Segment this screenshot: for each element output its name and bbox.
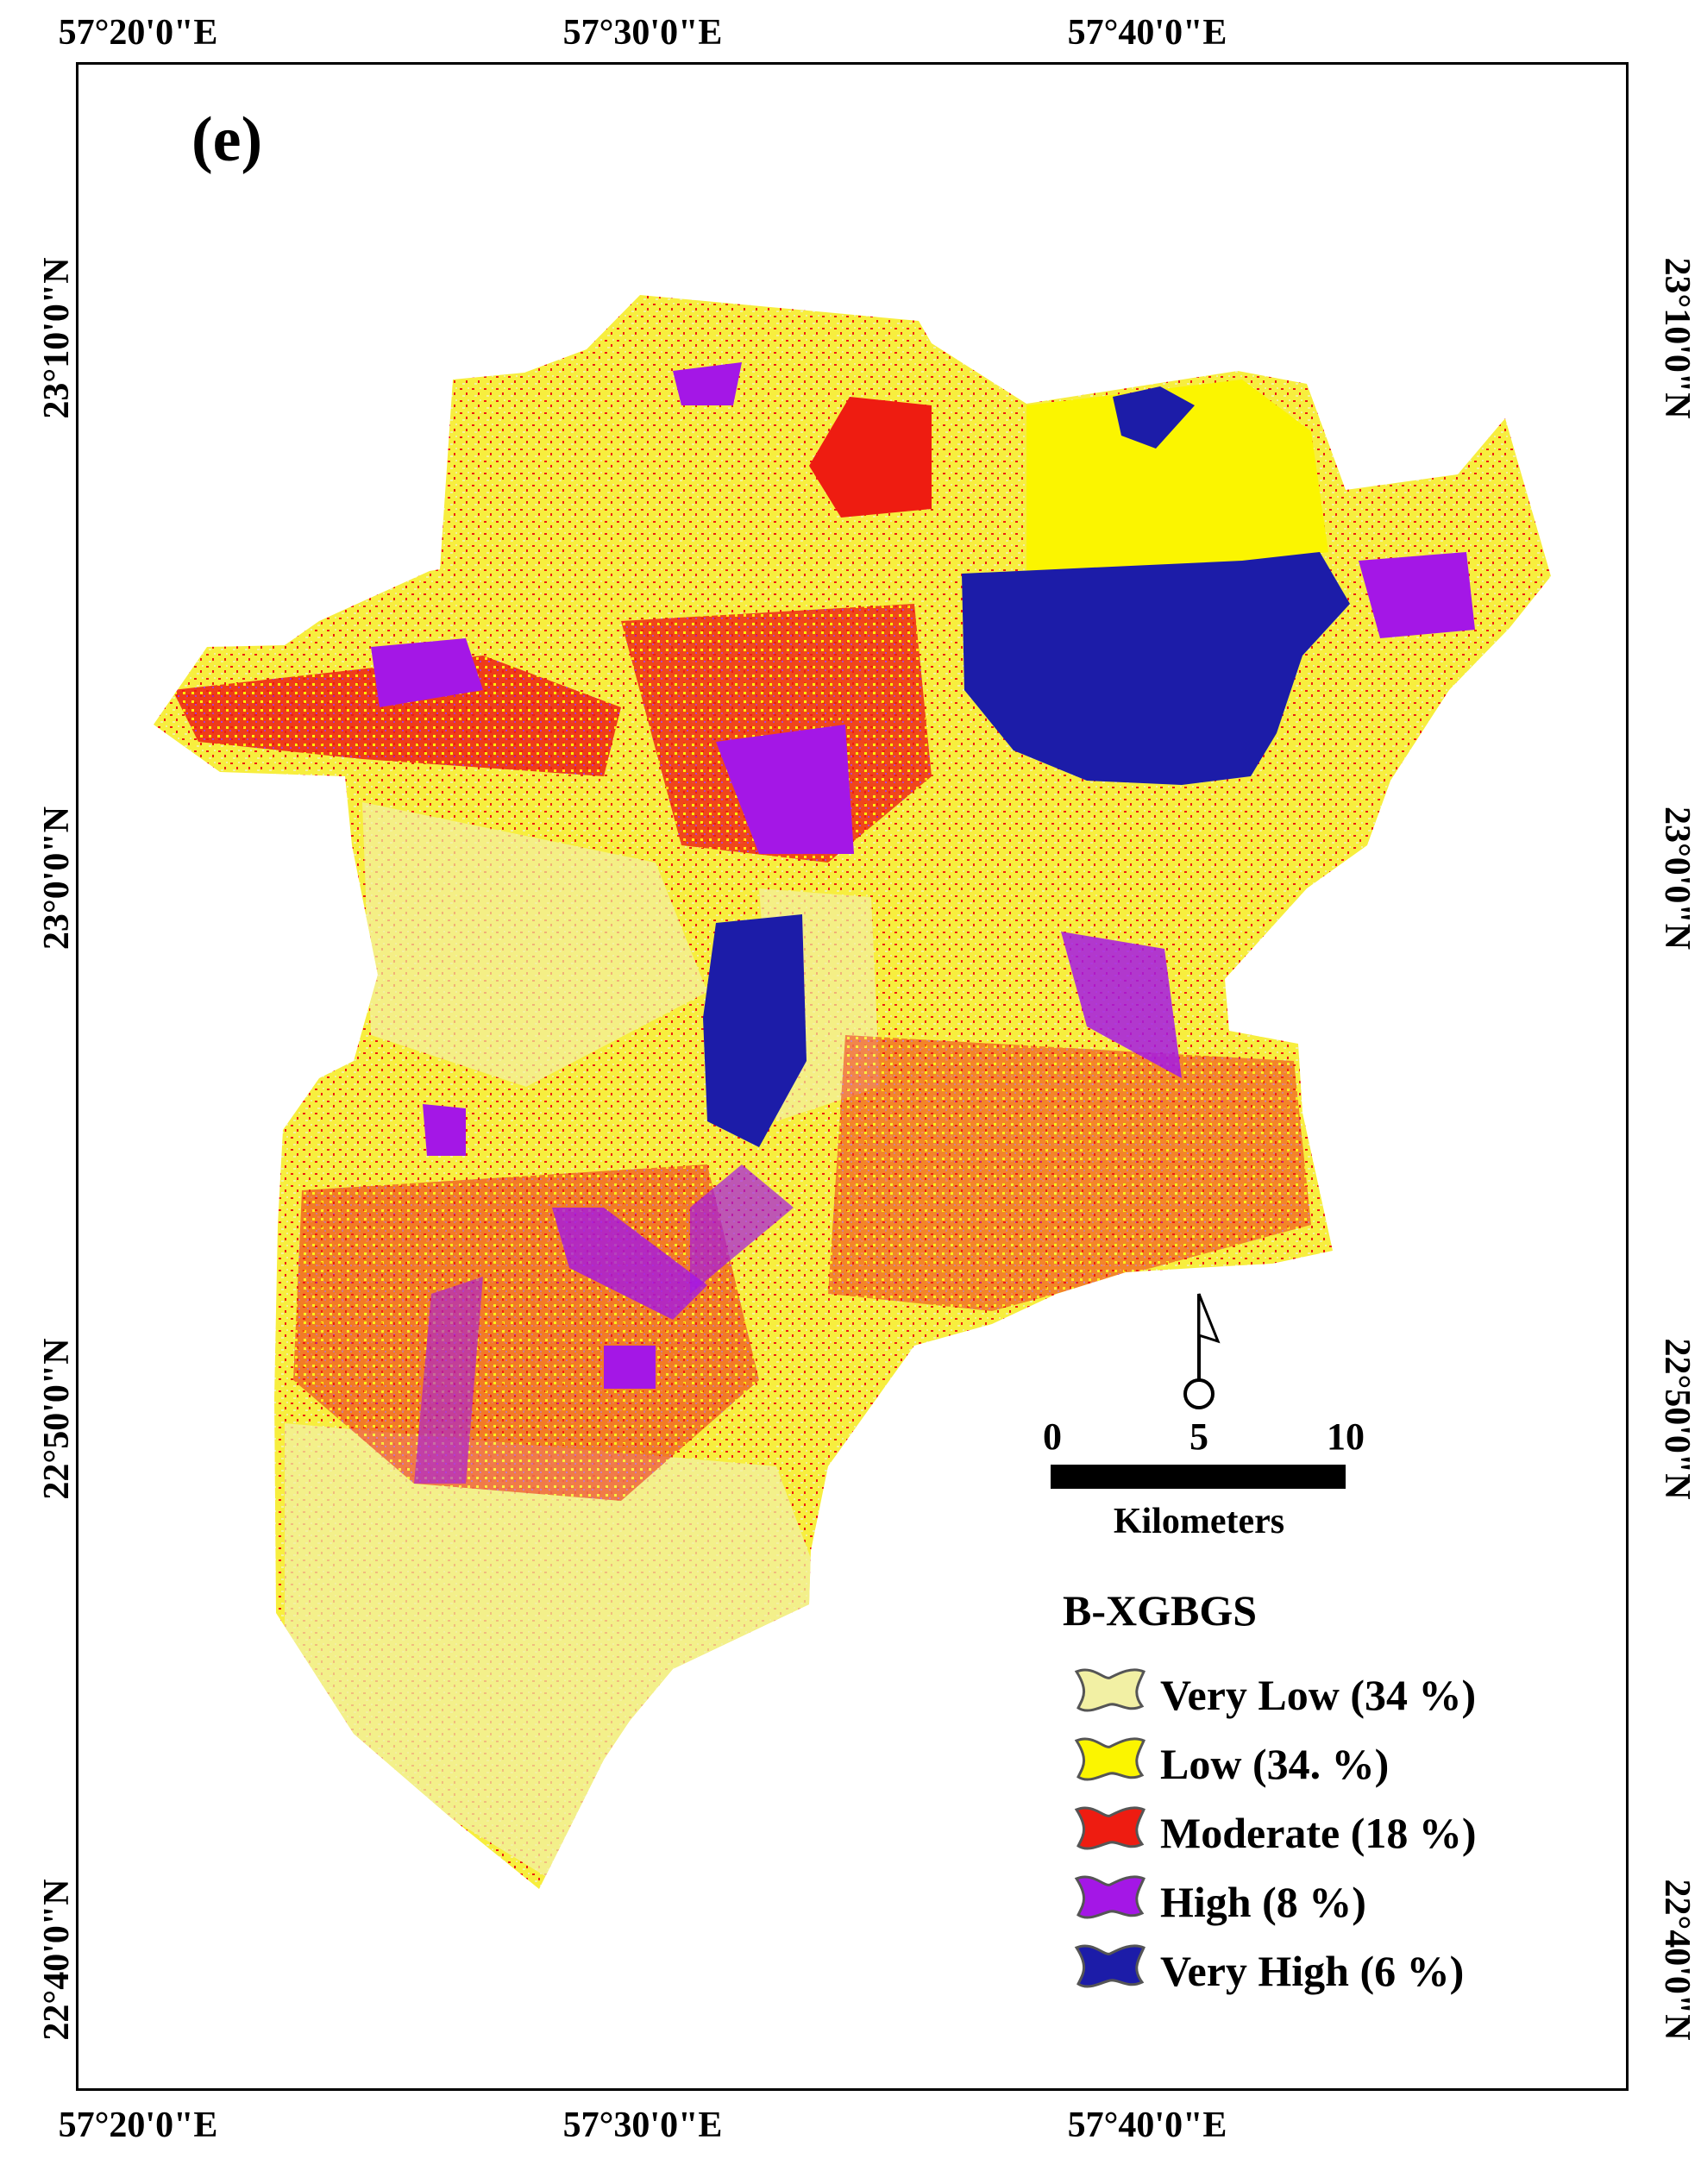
legend-label: Moderate (18 %) — [1160, 1809, 1477, 1857]
scale-bar — [1051, 1465, 1346, 1489]
legend-swatch-moderate — [1074, 1806, 1146, 1850]
lon-tick-bottom-3: 57°40'0"E — [1067, 2106, 1227, 2145]
legend-label: Low (34. %) — [1160, 1740, 1390, 1788]
legend-item-moderate: Moderate (18 %) — [1160, 1803, 1477, 1863]
legend-item-very-high: Very High (6 %) — [1160, 1941, 1464, 2001]
legend-swatch-very-high — [1074, 1944, 1146, 1988]
panel-label: (e) — [191, 104, 263, 175]
north-arrow — [1183, 1293, 1221, 1409]
legend-swatch-very-low — [1074, 1668, 1146, 1712]
legend-title: B-XGBGS — [1063, 1586, 1258, 1635]
scale-label-10: 10 — [1327, 1415, 1365, 1458]
legend-item-high: High (8 %) — [1160, 1872, 1366, 1932]
lon-tick-bottom-1: 57°20'0"E — [58, 2106, 218, 2145]
legend-item-low: Low (34. %) — [1160, 1734, 1389, 1794]
scale-label-5: 5 — [1189, 1415, 1208, 1458]
susceptibility-map — [154, 295, 1551, 1889]
legend-item-very-low: Very Low (34 %) — [1160, 1665, 1476, 1725]
legend-label: Very High (6 %) — [1160, 1947, 1465, 1995]
legend-label: High (8 %) — [1160, 1878, 1366, 1926]
legend-swatch-high — [1074, 1875, 1146, 1919]
legend-label: Very Low (34 %) — [1160, 1671, 1477, 1719]
lon-tick-top-3: 57°40'0"E — [1067, 13, 1227, 53]
scale-label-0: 0 — [1043, 1415, 1062, 1458]
lon-tick-bottom-2: 57°30'0"E — [562, 2106, 723, 2145]
lon-tick-top-1: 57°20'0"E — [58, 13, 218, 53]
legend-swatch-low — [1074, 1737, 1146, 1781]
scale-unit-label: Kilometers — [1113, 1502, 1285, 1541]
lon-tick-top-2: 57°30'0"E — [562, 13, 723, 53]
